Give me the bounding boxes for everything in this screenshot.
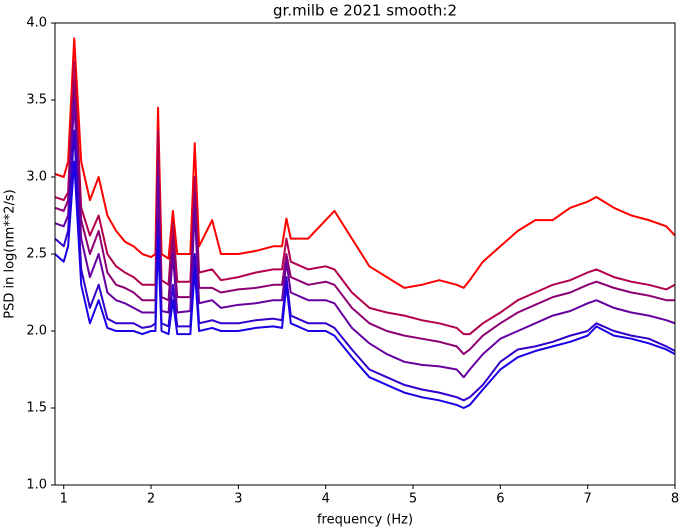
x-tick-label: 2 [147, 492, 155, 507]
y-tick-label: 2.5 [26, 247, 47, 262]
line-series [55, 99, 675, 379]
line-series [55, 83, 675, 356]
y-tick-label: 1.5 [26, 401, 47, 416]
x-tick-label: 8 [671, 492, 679, 507]
x-tick-label: 5 [409, 492, 417, 507]
y-tick-label: 1.0 [26, 478, 47, 493]
x-tick-label: 6 [496, 492, 504, 507]
y-tick-label: 4.0 [26, 16, 47, 31]
x-tick-label: 1 [60, 492, 68, 507]
line-series [55, 60, 675, 336]
y-tick-label: 3.0 [26, 170, 47, 185]
y-axis-label: PSD in log(nm**2/s) [3, 189, 18, 319]
y-tick-label: 3.5 [26, 93, 47, 108]
line-series [55, 160, 675, 409]
x-tick-label: 4 [322, 492, 330, 507]
line-series [55, 37, 675, 289]
x-tick-label: 3 [234, 492, 242, 507]
chart-title: gr.milb e 2021 smooth:2 [273, 2, 457, 20]
y-tick-label: 2.0 [26, 324, 47, 339]
x-tick-label: 7 [584, 492, 592, 507]
plot-frame [54, 22, 676, 486]
x-axis-label: frequency (Hz) [317, 513, 413, 528]
